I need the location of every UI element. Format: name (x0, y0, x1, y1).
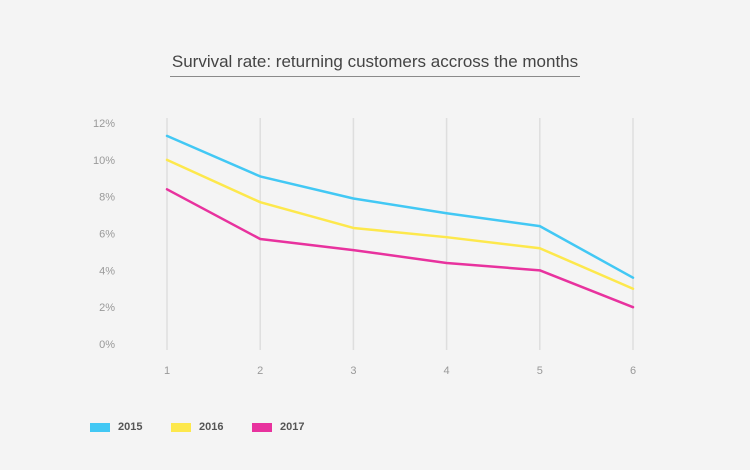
chart-title-text: Survival rate: returning customers accro… (169, 52, 581, 77)
series-line-2016 (165, 158, 635, 290)
legend-label-2017: 2017 (280, 421, 305, 433)
x-tick-label: 1 (164, 365, 170, 377)
x-tick-label: 6 (630, 365, 636, 377)
legend-swatch-2017 (252, 422, 272, 432)
x-tick-label: 4 (444, 365, 450, 377)
legend-swatch-2016 (171, 422, 191, 432)
y-tick-label: 2% (99, 302, 115, 314)
y-tick-label: 0% (99, 339, 115, 351)
series-line-2015 (165, 134, 635, 279)
x-tick-label: 5 (537, 365, 543, 377)
y-tick-label: 6% (99, 229, 115, 241)
legend-label-2016: 2016 (199, 421, 224, 433)
legend-swatch-2015 (90, 422, 110, 432)
x-tick-label: 3 (350, 365, 356, 377)
series-line-2017 (165, 188, 635, 309)
y-tick-label: 10% (93, 155, 115, 167)
x-tick-label: 2 (257, 365, 263, 377)
legend-item-2017: 2017 (252, 421, 304, 433)
y-tick-label: 4% (99, 265, 115, 277)
legend-label-2015: 2015 (118, 421, 143, 433)
legend-item-2016: 2016 (171, 421, 223, 433)
y-tick-label: 12% (93, 118, 115, 130)
y-tick-label: 8% (99, 192, 115, 204)
chart-title: Survival rate: returning customers accro… (0, 52, 750, 77)
legend-item-2015: 2015 (90, 421, 142, 433)
